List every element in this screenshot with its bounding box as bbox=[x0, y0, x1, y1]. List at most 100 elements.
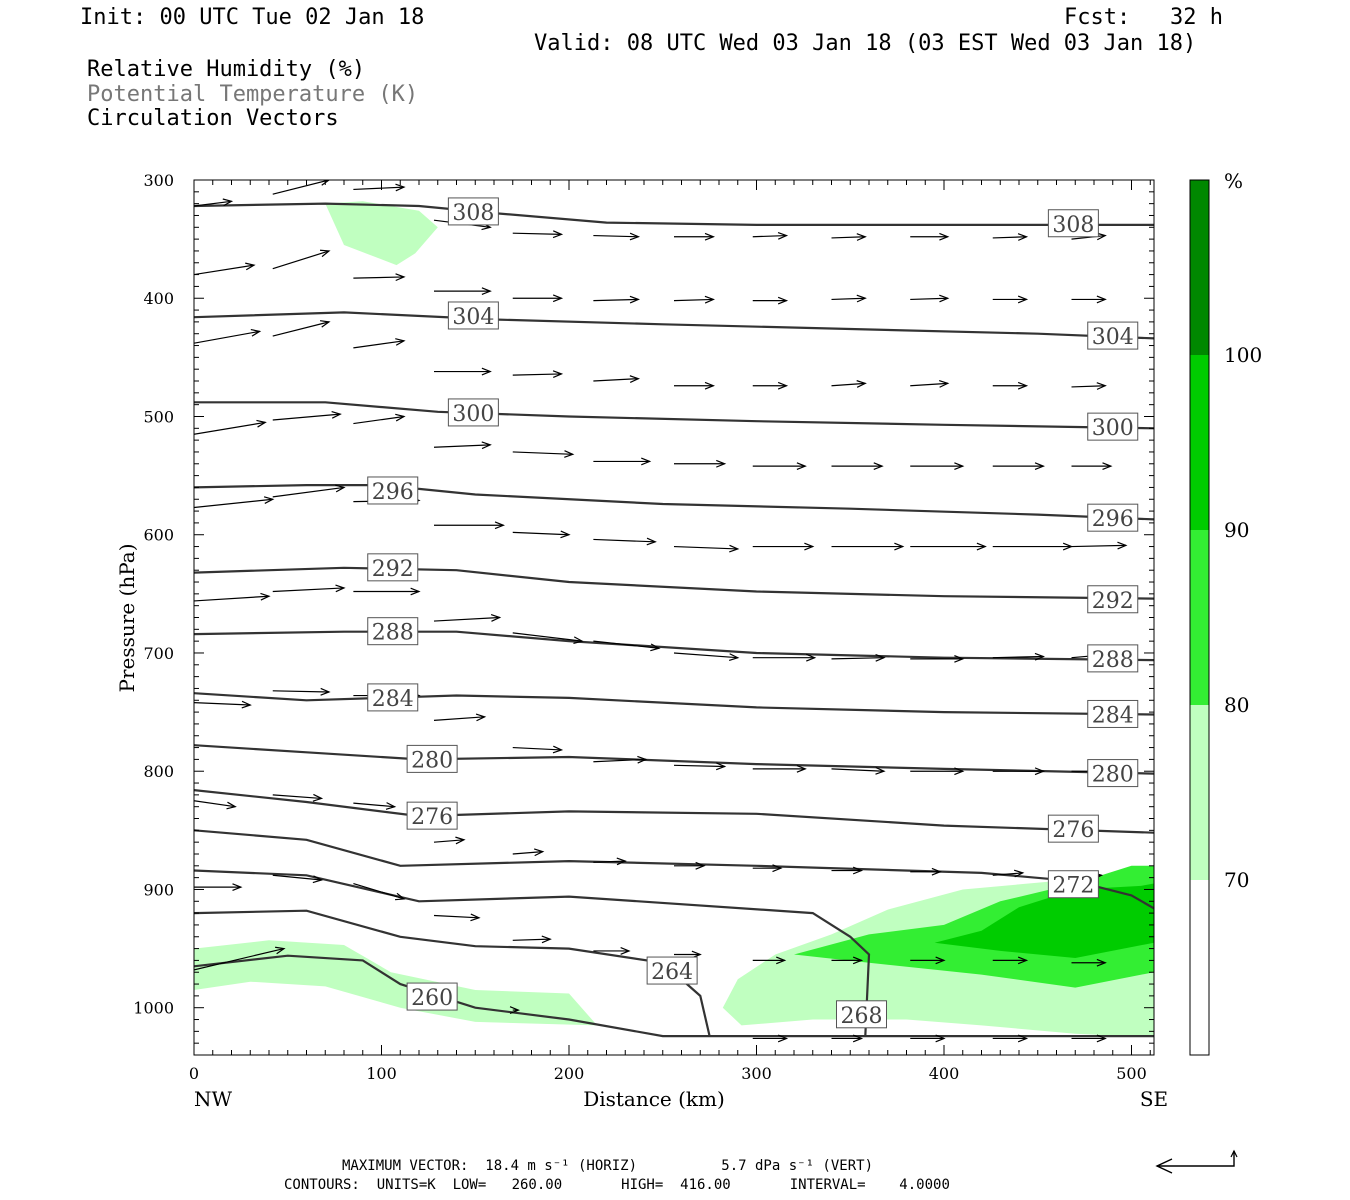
contour-label-box bbox=[1047, 209, 1099, 238]
x-end-label-right: SE bbox=[1140, 1087, 1168, 1111]
circulation-vector bbox=[512, 294, 564, 303]
axes: 300 400 500 600 700 800 900 1000 0 100 200 300 400 50… bbox=[115, 171, 1168, 1111]
circulation-vector bbox=[353, 587, 421, 596]
rh-region-70 bbox=[194, 940, 598, 1026]
contour-label-box bbox=[1087, 321, 1139, 350]
circulation-vector bbox=[992, 542, 1074, 551]
field-theta-label: Potential Temperature (K) bbox=[87, 82, 419, 107]
circulation-vector bbox=[194, 419, 267, 435]
x-axis-label: Distance (km) bbox=[583, 1087, 725, 1111]
colorbar-segment bbox=[1190, 705, 1209, 880]
contour-label-box bbox=[447, 197, 499, 226]
contour-label: 276 bbox=[1052, 818, 1094, 843]
forecast-hour-label: Fcst: 32 h bbox=[1064, 5, 1223, 30]
x-tick-label: 500 bbox=[1116, 1064, 1147, 1083]
circulation-vector bbox=[194, 198, 234, 207]
theta-contour-284 bbox=[194, 692, 1154, 716]
colorbar-segment bbox=[1190, 180, 1209, 355]
contour-label-box bbox=[367, 617, 419, 646]
rh-shading bbox=[194, 201, 1154, 1038]
circulation-vector bbox=[1071, 382, 1107, 390]
contours-footnote: CONTOURS: UNITS=K LOW= 260.00 HIGH= 416.… bbox=[284, 1177, 950, 1193]
colorbar-segment bbox=[1190, 530, 1209, 705]
circulation-vector bbox=[992, 1034, 1029, 1043]
circulation-vector bbox=[272, 180, 331, 195]
contour-label: 272 bbox=[1052, 874, 1094, 899]
theta-contour-304 bbox=[194, 311, 1154, 340]
circulation-vector bbox=[673, 544, 740, 553]
circulation-vector bbox=[992, 869, 1025, 878]
rh-region-90 bbox=[934, 883, 1154, 958]
y-tick-label: 900 bbox=[143, 880, 174, 899]
contour-label-box bbox=[406, 801, 458, 830]
circulation-vector bbox=[1071, 295, 1107, 304]
circulation-vector bbox=[831, 1034, 864, 1043]
contour-label-box bbox=[1087, 699, 1139, 728]
circulation-vector bbox=[831, 233, 867, 241]
circulation-vector bbox=[433, 713, 487, 722]
circulation-vector bbox=[593, 295, 640, 304]
circulation-vector bbox=[512, 632, 584, 645]
colorbar-segment bbox=[1190, 355, 1209, 530]
field-rh-label: Relative Humidity (%) bbox=[87, 57, 366, 82]
circulation-vector bbox=[272, 320, 331, 337]
circulation-vector bbox=[992, 956, 1029, 965]
circulation-vector bbox=[272, 410, 342, 421]
circulation-vector bbox=[831, 766, 886, 775]
circulation-vector bbox=[593, 755, 648, 764]
circulation-vector bbox=[752, 296, 789, 305]
circulation-vector bbox=[673, 762, 727, 771]
contour-label: 308 bbox=[452, 201, 494, 226]
contour-label-box bbox=[367, 553, 419, 582]
circulation-vector bbox=[512, 450, 575, 458]
circulation-vector bbox=[910, 956, 946, 965]
contour-label: 284 bbox=[1092, 703, 1134, 728]
circulation-vector bbox=[831, 380, 867, 388]
x-tick-label: 400 bbox=[929, 1064, 960, 1083]
circulation-vector bbox=[272, 687, 331, 696]
circulation-vector bbox=[674, 459, 727, 468]
contour-label: 264 bbox=[651, 960, 693, 985]
x-tick-label: 200 bbox=[554, 1064, 585, 1083]
circulation-vector bbox=[433, 836, 466, 845]
circulation-vector bbox=[992, 767, 1045, 776]
y-axis-label: Pressure (hPa) bbox=[115, 544, 139, 693]
circulation-vector bbox=[752, 956, 787, 965]
circulation-vector bbox=[593, 457, 652, 466]
rh-region-70 bbox=[325, 201, 438, 266]
contour-label: 284 bbox=[372, 687, 414, 712]
circulation-vector bbox=[831, 653, 886, 662]
circulation-vector bbox=[992, 652, 1045, 661]
init-time-label: Init: 00 UTC Tue 02 Jan 18 bbox=[80, 5, 425, 30]
y-tick-label: 400 bbox=[143, 289, 174, 308]
circulation-vector bbox=[831, 542, 905, 551]
colorbar-segment bbox=[1190, 880, 1209, 1055]
circulation-vector bbox=[194, 262, 256, 276]
contour-label-box bbox=[367, 683, 419, 712]
contour-label: 292 bbox=[1092, 589, 1134, 614]
circulation-vector bbox=[752, 653, 817, 662]
theta-contour-296 bbox=[194, 484, 1154, 521]
contour-label-box bbox=[367, 476, 419, 505]
contour-label: 288 bbox=[372, 621, 414, 646]
max-vector-footnote: MAXIMUM VECTOR: 18.4 m s⁻¹ (HORIZ) 5.7 d… bbox=[342, 1158, 874, 1174]
x-tick-label: 0 bbox=[189, 1064, 199, 1083]
circulation-vector bbox=[434, 521, 505, 530]
circulation-vector bbox=[752, 381, 789, 390]
circulation-vector bbox=[910, 232, 950, 241]
circulation-vector bbox=[752, 764, 807, 773]
colorbar-unit: % bbox=[1224, 169, 1243, 193]
circulation-vector bbox=[353, 338, 406, 349]
circulation-vector bbox=[910, 1034, 946, 1043]
circulation-vector bbox=[509, 1006, 520, 1014]
contour-label: 308 bbox=[1052, 213, 1094, 238]
contour-label: 276 bbox=[411, 805, 453, 830]
circulation-vector bbox=[272, 249, 331, 270]
circulation-vector bbox=[353, 183, 406, 192]
contour-label-box bbox=[836, 1000, 887, 1029]
contour-label: 288 bbox=[1092, 648, 1134, 673]
circulation-vector bbox=[752, 462, 807, 471]
circulation-vector bbox=[434, 367, 492, 376]
circulation-vector bbox=[353, 802, 397, 810]
circulation-vector bbox=[194, 883, 243, 891]
